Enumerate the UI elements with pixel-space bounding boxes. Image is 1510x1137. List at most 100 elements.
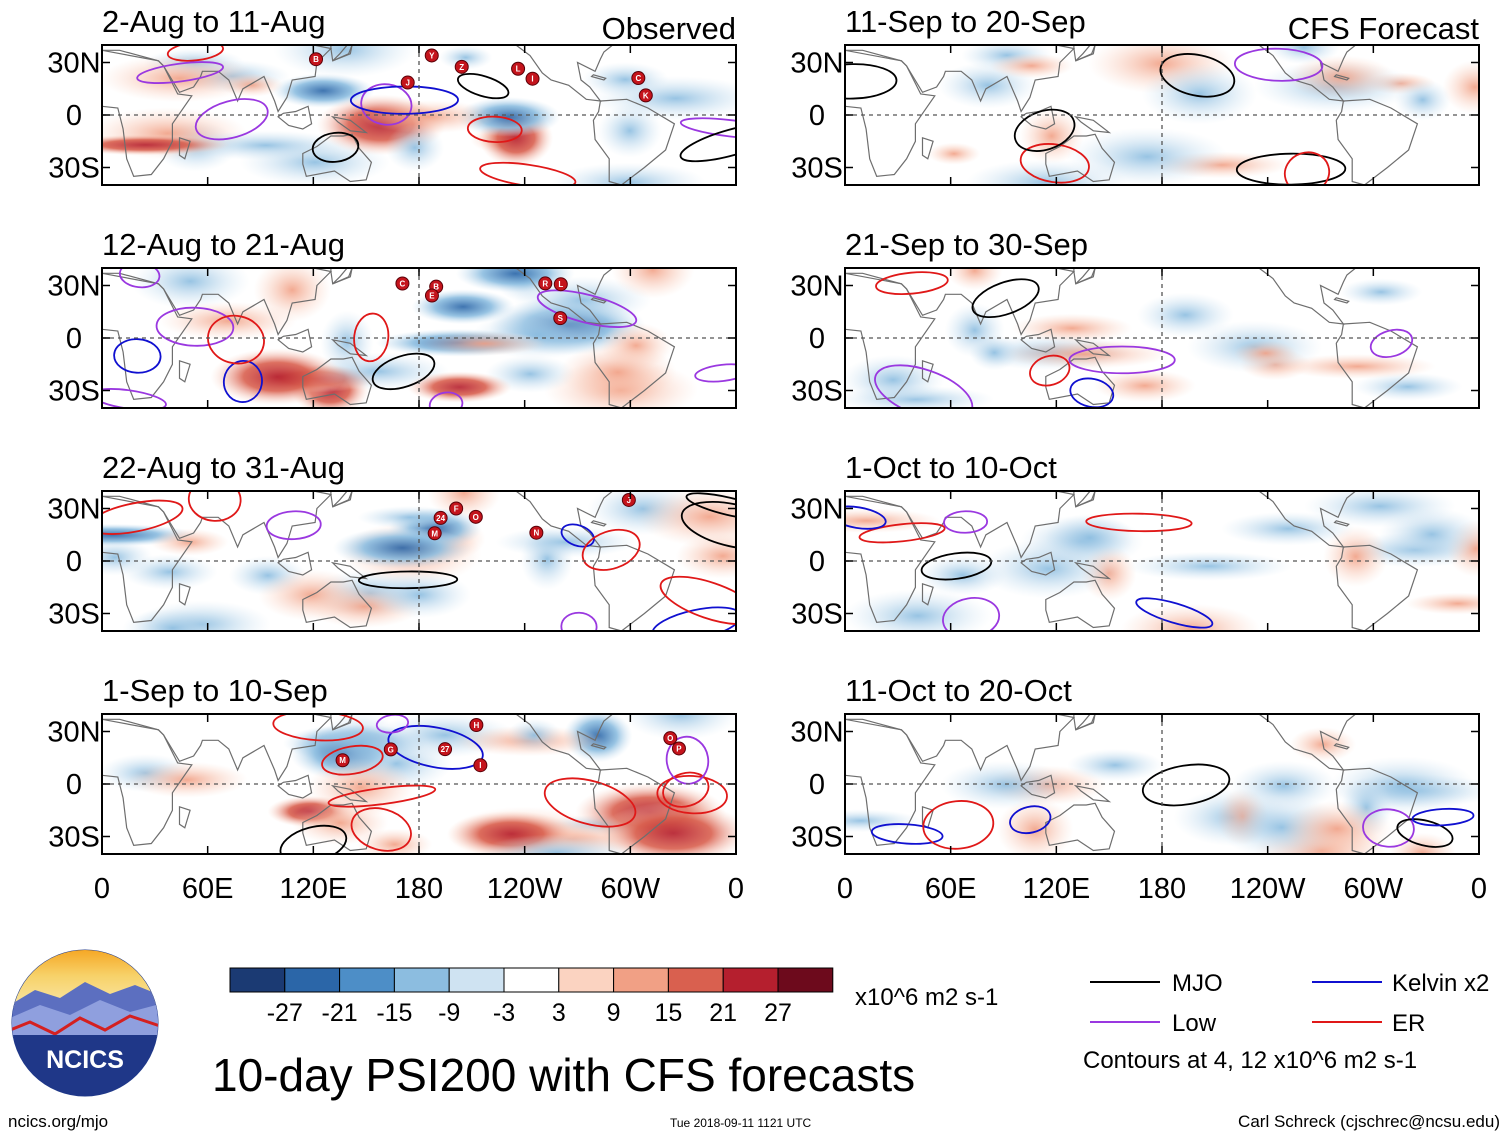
storm-marker: O xyxy=(468,509,483,524)
coastline xyxy=(592,544,676,631)
x-tick-label: 0 xyxy=(728,873,744,905)
storm-marker: I xyxy=(525,71,540,86)
map-panel: Y Z B CK J I L 30N 0 30S 2-Aug to 11-Aug Observed xyxy=(47,4,737,186)
storm-marker: O xyxy=(663,731,678,746)
storm-label: N xyxy=(533,529,539,538)
anomaly-shading xyxy=(918,554,1007,596)
column-header: CFS Forecast xyxy=(1288,11,1480,46)
storm-label: C xyxy=(400,279,406,288)
anomaly-contour xyxy=(922,800,995,850)
storm-marker: C xyxy=(395,276,410,291)
anomaly-contour xyxy=(1069,377,1115,408)
anomaly-shading xyxy=(581,62,669,97)
anomaly-contour xyxy=(1019,143,1090,184)
storm-label: B xyxy=(433,283,439,292)
y-tick-label: 30N xyxy=(790,494,843,526)
coastline xyxy=(514,268,614,325)
contour-note: Contours at 4, 12 x10^6 m2 s-1 xyxy=(1083,1047,1417,1074)
anomaly-shading xyxy=(406,371,512,403)
coastline xyxy=(330,561,369,580)
coastline xyxy=(178,805,191,829)
anomaly-shading xyxy=(219,73,284,97)
y-tick-label: 30S xyxy=(48,599,100,631)
coastline xyxy=(330,115,369,134)
anomaly-shading xyxy=(184,130,348,161)
panel-title: 21-Sep to 30-Sep xyxy=(845,227,1088,262)
anomaly-contour xyxy=(1283,151,1331,185)
storm-label: Z xyxy=(459,63,464,72)
coastline xyxy=(1073,561,1112,580)
coastline xyxy=(1333,74,1350,81)
storm-label: P xyxy=(676,744,682,753)
coastline xyxy=(332,268,353,285)
storm-label: E xyxy=(429,292,435,301)
anomaly-shading xyxy=(1136,292,1234,338)
anomaly-contour xyxy=(1013,108,1076,152)
anomaly-shading xyxy=(479,834,634,854)
coastline xyxy=(332,45,353,62)
anomaly-contour xyxy=(327,784,437,808)
coastline xyxy=(1257,268,1357,325)
site-link[interactable]: ncics.org/mjo xyxy=(8,1112,108,1131)
anomaly-contour xyxy=(1029,354,1071,387)
y-tick-label: 30N xyxy=(790,271,843,303)
storm-marker: G xyxy=(383,742,398,757)
anomaly-contour xyxy=(870,823,944,845)
coastline xyxy=(1257,714,1357,771)
coastline xyxy=(1020,105,1056,130)
colorbar-swatch xyxy=(448,967,505,993)
coastline xyxy=(592,321,676,408)
x-tick-label: 60E xyxy=(925,873,977,905)
anomaly-shading xyxy=(1125,551,1294,581)
anomaly-shading xyxy=(636,491,736,547)
panel-title: 11-Sep to 20-Sep xyxy=(845,4,1086,39)
storm-marker: R xyxy=(538,276,553,291)
anomaly-contour xyxy=(136,61,224,84)
anomaly-contour xyxy=(360,83,413,126)
anomaly-shading xyxy=(1378,507,1479,561)
coastline xyxy=(277,774,313,799)
anomaly-shading xyxy=(273,45,417,78)
anomaly-shading xyxy=(126,761,248,798)
coastline xyxy=(514,714,614,771)
y-tick-label: 0 xyxy=(66,100,82,132)
anomaly-shading xyxy=(121,554,218,590)
anomaly-shading xyxy=(845,809,922,833)
anomaly-contour xyxy=(560,611,598,631)
anomaly-contour xyxy=(665,735,710,785)
colorbar-swatch xyxy=(393,967,450,993)
anomaly-contour xyxy=(155,306,235,347)
storm-label: Y xyxy=(429,51,435,60)
coastline xyxy=(332,491,353,508)
anomaly-contour xyxy=(456,72,510,100)
anomaly-shading xyxy=(597,802,736,854)
x-tick-label: 180 xyxy=(1138,873,1186,905)
column-header: Observed xyxy=(602,11,736,46)
anomaly-contour xyxy=(536,289,638,328)
anomaly-shading xyxy=(1019,108,1084,164)
storm-label: 24 xyxy=(436,514,445,523)
anomaly-shading xyxy=(438,45,493,70)
coastline xyxy=(592,767,676,854)
coastline xyxy=(1075,714,1096,731)
storm-marker: M xyxy=(335,753,350,768)
anomaly-contour xyxy=(1068,345,1176,375)
coastline xyxy=(1020,774,1056,799)
coastline xyxy=(332,714,353,731)
storm-marker: J xyxy=(400,75,415,90)
anomaly-contour xyxy=(845,505,887,530)
anomaly-contour xyxy=(694,363,736,383)
legend-label-kelvin: Kelvin x2 xyxy=(1392,970,1489,997)
coastline xyxy=(302,133,373,183)
coastline xyxy=(1075,45,1096,62)
anomaly-contour xyxy=(560,523,595,548)
colorbar-tick-label: 15 xyxy=(654,999,682,1027)
anomaly-contour xyxy=(102,388,167,408)
map-panel: 24 J M N O F 30N 0 30S 22-Aug to 31-Aug xyxy=(47,450,737,632)
anomaly-contour xyxy=(311,131,360,163)
coastline xyxy=(1045,133,1116,183)
anomaly-shading xyxy=(622,714,736,741)
storm-label: I xyxy=(531,75,533,84)
storm-label: H xyxy=(473,721,479,730)
anomaly-shading xyxy=(332,527,472,569)
